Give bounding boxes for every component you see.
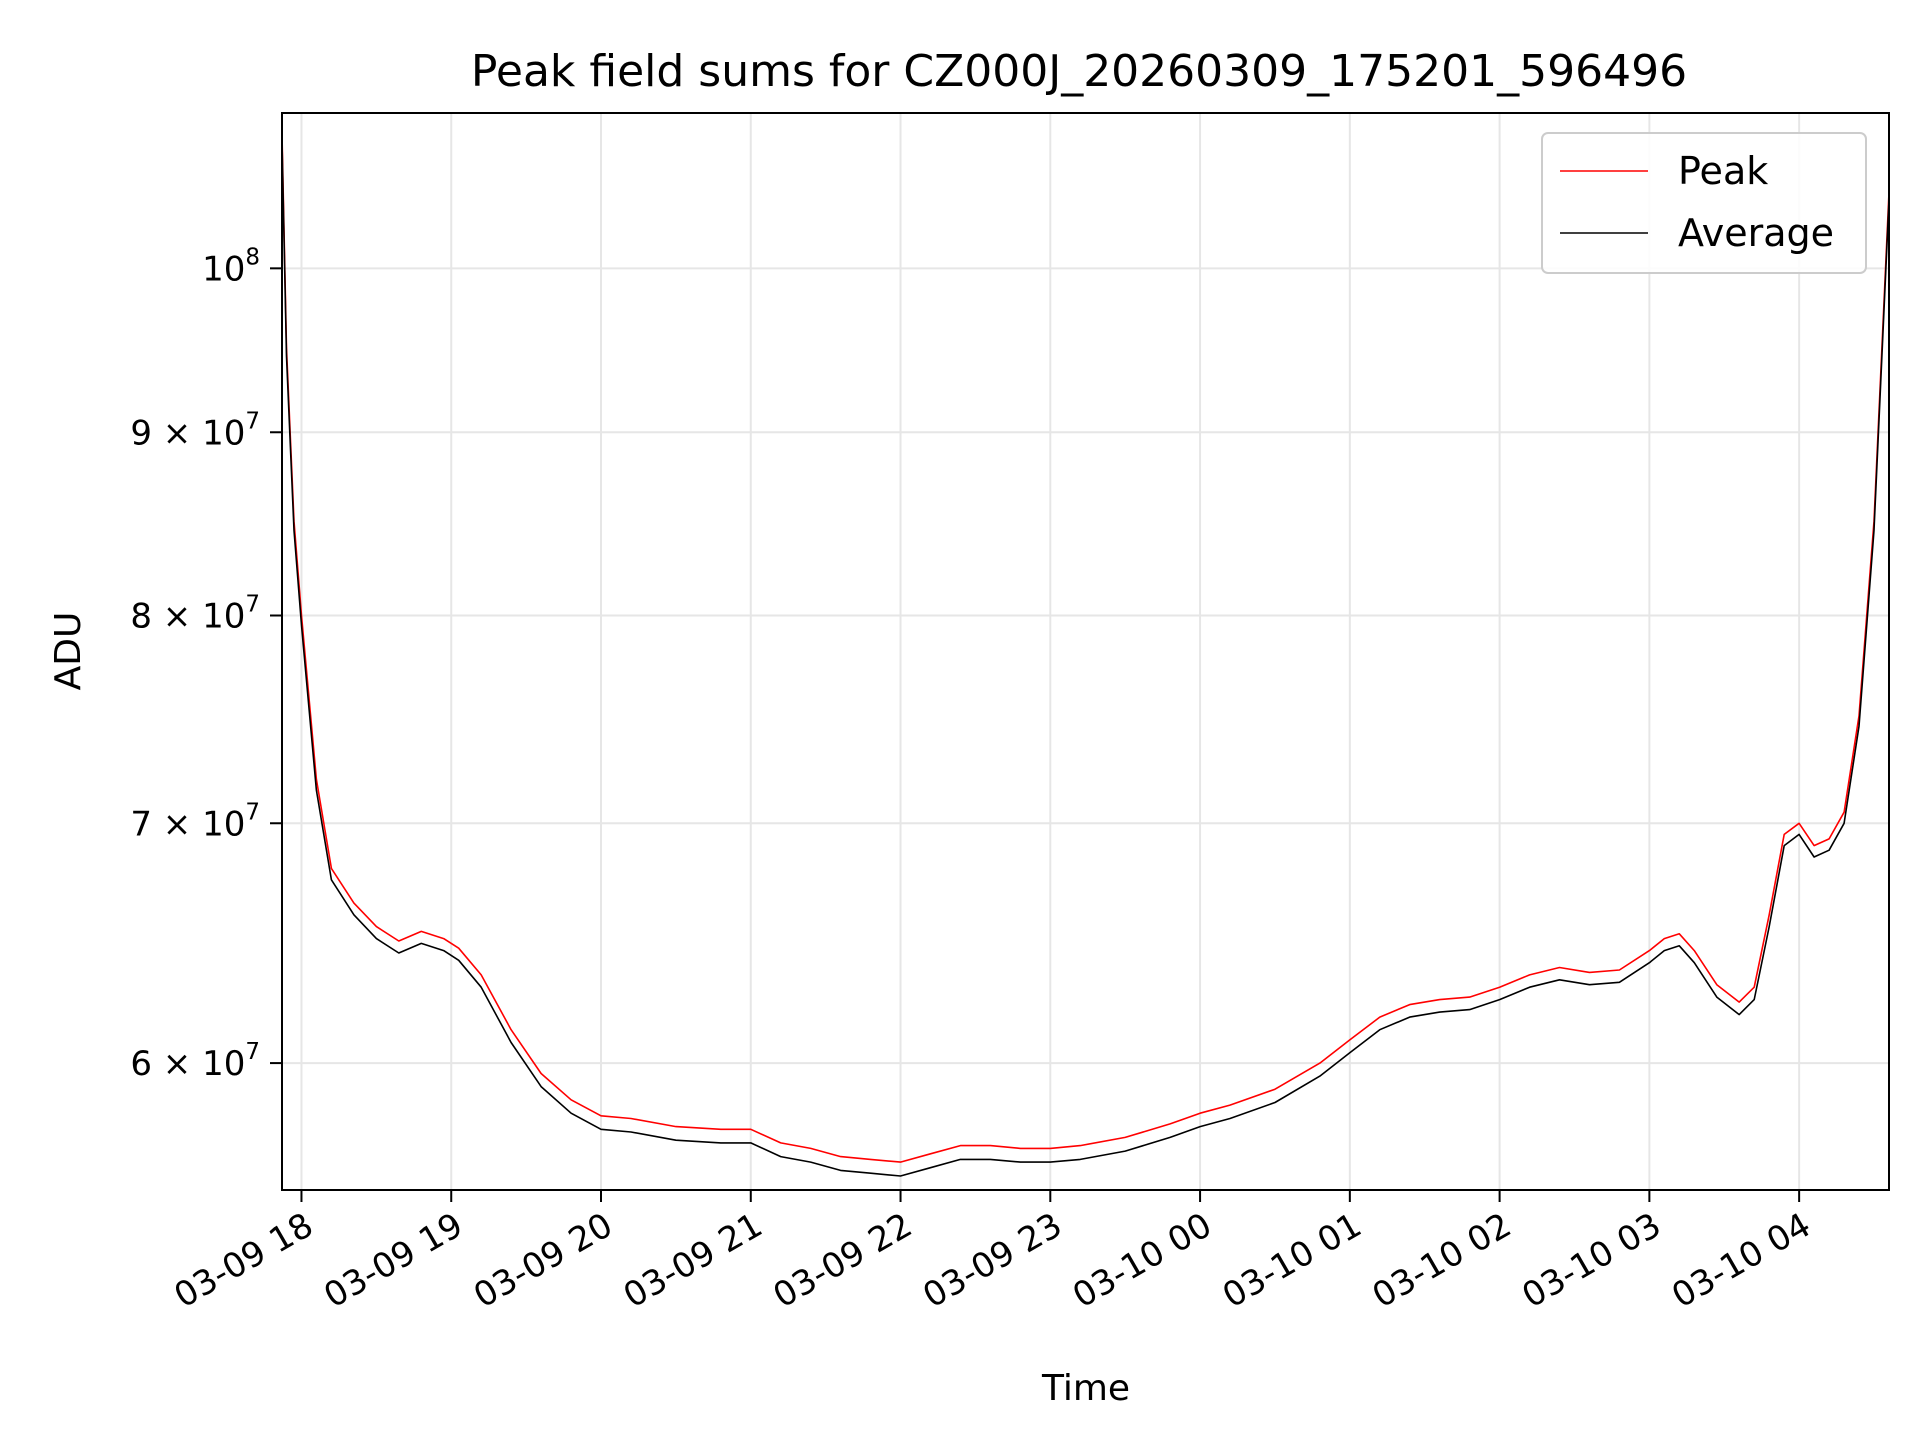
y-tick-label-0: 6 × 107 bbox=[130, 1039, 260, 1084]
x-axis-label: Time bbox=[1041, 1368, 1130, 1409]
y-tick-label-1: 7 × 107 bbox=[130, 799, 260, 844]
chart-title: Peak field sums for CZ000J_20260309_1752… bbox=[471, 46, 1687, 97]
legend-box bbox=[1541, 132, 1867, 274]
series-line-peak bbox=[281, 134, 1890, 1163]
y-tick-label-4: 108 bbox=[202, 244, 260, 289]
legend-label-average: Average bbox=[1678, 211, 1834, 255]
plot-frame bbox=[281, 112, 1890, 1191]
grid bbox=[282, 113, 1889, 1190]
y-tick-label-3: 9 × 107 bbox=[130, 408, 260, 453]
series-layer bbox=[281, 134, 1890, 1177]
y-axis-ticks: 6 × 107 7 × 107 8 × 107 9 × 107 108 bbox=[130, 244, 282, 1084]
legend: Peak Average bbox=[1541, 132, 1867, 274]
series-line-average bbox=[281, 141, 1890, 1177]
y-tick-label-2: 8 × 107 bbox=[130, 592, 260, 637]
legend-label-peak: Peak bbox=[1678, 149, 1768, 193]
y-axis-label: ADU bbox=[48, 612, 89, 691]
